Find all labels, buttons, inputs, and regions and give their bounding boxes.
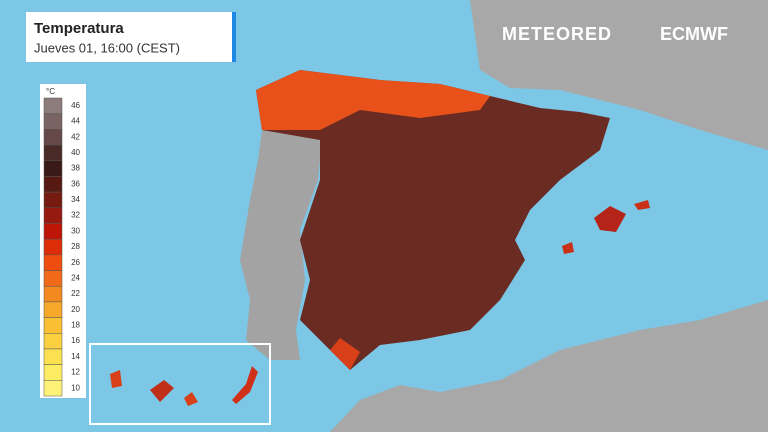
legend-swatch (43, 364, 63, 381)
brand-left: METEORED (502, 24, 612, 44)
africa (330, 300, 768, 432)
legend-swatch (43, 238, 63, 256)
legend-swatch (43, 254, 63, 271)
legend-label: 30 (71, 226, 80, 235)
island (184, 392, 198, 406)
legend-label: 20 (71, 305, 80, 314)
legend-label: 26 (71, 258, 80, 267)
legend-label: 24 (71, 273, 80, 282)
france (470, 0, 768, 150)
legend-label: 28 (71, 242, 80, 251)
subtitle: Jueves 01, 16:00 (CEST) (34, 40, 180, 55)
legend-label: 14 (71, 352, 80, 361)
legend-label: 18 (71, 321, 80, 330)
legend-swatch (43, 348, 63, 365)
legend-label: 16 (71, 336, 80, 345)
legend-swatch (43, 285, 63, 303)
spain-north (256, 70, 490, 130)
legend-swatch (43, 333, 63, 350)
portugal (240, 130, 322, 360)
legend-label: 34 (71, 195, 80, 204)
legend-label: 42 (71, 132, 80, 141)
legend-label: 32 (71, 211, 80, 220)
canary-inset (89, 343, 271, 425)
legend-swatch (43, 223, 63, 240)
legend-label: 12 (71, 368, 80, 377)
title-box (26, 12, 236, 62)
legend-swatch (43, 301, 63, 318)
legend-label: 44 (71, 117, 80, 126)
brand-right: ECMWF (660, 24, 728, 44)
legend-swatch (43, 97, 63, 114)
legend-label: 46 (71, 101, 80, 110)
legend-label: 22 (71, 289, 80, 298)
legend-swatch (43, 270, 63, 287)
legend-label: 40 (71, 148, 80, 157)
island (594, 206, 626, 232)
legend-label: 38 (71, 164, 80, 173)
spain-south (330, 338, 360, 370)
legend-swatch (43, 113, 63, 130)
island (562, 242, 574, 254)
spain (256, 70, 610, 370)
island (110, 370, 122, 388)
legend-unit: °C (46, 87, 55, 96)
legend-swatch (43, 144, 63, 161)
legend-swatch (43, 191, 63, 209)
legend-swatch (43, 160, 63, 177)
island (232, 366, 258, 404)
title-accent (232, 12, 236, 62)
legend-swatch (43, 176, 63, 193)
legend-swatch (43, 207, 63, 224)
legend-label: 10 (71, 383, 80, 392)
legend-swatch (43, 380, 63, 397)
title: Temperatura (34, 20, 124, 37)
island (150, 380, 174, 402)
island (634, 200, 650, 210)
legend-swatch (43, 129, 63, 146)
legend-swatch (43, 317, 63, 334)
legend-label: 36 (71, 179, 80, 188)
legend: 46 44 42 40 38 36 34 32 30 28 26 24 22 20 18 16 14 12 10 (43, 97, 81, 397)
